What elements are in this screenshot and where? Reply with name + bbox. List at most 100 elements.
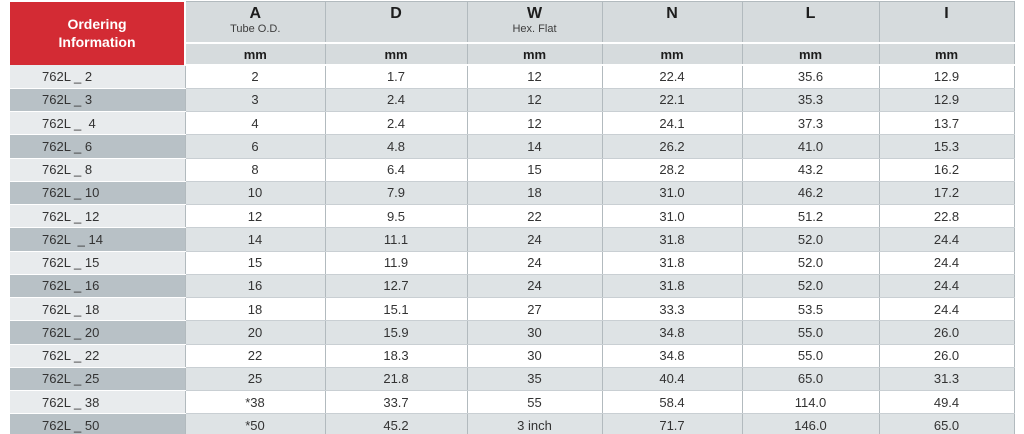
value-cell-a: 10 — [184, 181, 325, 206]
value-cell-a: 15 — [184, 251, 325, 275]
value-cell-l: 114.0 — [741, 390, 879, 415]
value-cell-l: 35.3 — [741, 88, 879, 113]
value-cell-i: 65.0 — [878, 413, 1015, 434]
column-letter-n: N — [666, 5, 678, 22]
column-sublabel-a: Tube O.D. — [230, 23, 281, 35]
value-cell-n: 31.0 — [601, 181, 742, 206]
value-cell-l: 55.0 — [741, 320, 879, 345]
value-cell-a: 3 — [184, 88, 325, 113]
value-cell-a: 25 — [184, 367, 325, 392]
table-row: 762L _ 14 14 11.1 24 31.8 52.0 24.4 — [10, 227, 1015, 252]
value-cell-w: 12 — [466, 65, 602, 89]
value-cell-w: 14 — [466, 134, 602, 159]
value-cell-a: 8 — [184, 158, 325, 182]
value-cell-d: 12.7 — [324, 274, 467, 299]
value-cell-i: 13.7 — [878, 111, 1015, 136]
column-header-i: I — [878, 1, 1015, 44]
unit-cell-d: mm — [324, 43, 467, 66]
value-cell-l: 52.0 — [741, 227, 879, 252]
part-number-cell: 762L _ 2 — [10, 65, 185, 89]
value-cell-n: 58.4 — [601, 390, 742, 415]
value-cell-l: 51.2 — [741, 204, 879, 229]
table-row: 762L _ 2 2 1.7 12 22.4 35.6 12.9 — [10, 65, 1015, 89]
value-cell-a: *38 — [184, 390, 325, 415]
value-cell-n: 40.4 — [601, 367, 742, 392]
part-number-cell: 762L _ 18 — [10, 297, 185, 322]
value-cell-d: 1.7 — [324, 65, 467, 89]
table-body: 762L _ 2 2 1.7 12 22.4 35.6 12.9 762L _ … — [10, 65, 1015, 434]
value-cell-n: 31.8 — [601, 251, 742, 275]
unit-cell-w: mm — [466, 43, 602, 66]
value-cell-d: 11.9 — [324, 251, 467, 275]
column-letter-w: W — [526, 5, 543, 22]
column-sublabel-w: Hex. Flat — [512, 23, 557, 35]
value-cell-l: 65.0 — [741, 367, 879, 392]
table-row: 762L _ 4 4 2.4 12 24.1 37.3 13.7 — [10, 111, 1015, 136]
table-row: 762L _ 25 25 21.8 35 40.4 65.0 31.3 — [10, 367, 1015, 392]
value-cell-l: 52.0 — [741, 274, 879, 299]
table-row: 762L _ 38 *38 33.7 55 58.4 114.0 49.4 — [10, 390, 1015, 415]
value-cell-d: 45.2 — [324, 413, 467, 434]
part-number-cell: 762L _ 8 — [10, 158, 185, 182]
value-cell-d: 9.5 — [324, 204, 467, 229]
value-cell-n: 34.8 — [601, 320, 742, 345]
value-cell-i: 49.4 — [878, 390, 1015, 415]
value-cell-w: 12 — [466, 88, 602, 113]
part-number-cell: 762L _ 4 — [10, 111, 185, 136]
table-row: 762L _ 3 3 2.4 12 22.1 35.3 12.9 — [10, 88, 1015, 113]
value-cell-d: 15.1 — [324, 297, 467, 322]
unit-cell-n: mm — [601, 43, 742, 66]
value-cell-d: 6.4 — [324, 158, 467, 182]
value-cell-l: 55.0 — [741, 344, 879, 368]
value-cell-w: 24 — [466, 274, 602, 299]
value-cell-n: 33.3 — [601, 297, 742, 322]
value-cell-w: 27 — [466, 297, 602, 322]
value-cell-l: 43.2 — [741, 158, 879, 182]
value-cell-n: 22.1 — [601, 88, 742, 113]
part-number-cell: 762L _ 10 — [10, 181, 185, 206]
value-cell-w: 15 — [466, 158, 602, 182]
unit-cell-a: mm — [184, 43, 325, 66]
column-letter-d: D — [390, 5, 402, 22]
table-row: 762L _ 22 22 18.3 30 34.8 55.0 26.0 — [10, 344, 1015, 368]
value-cell-a: 14 — [184, 227, 325, 252]
value-cell-a: 16 — [184, 274, 325, 299]
part-number-cell: 762L _ 25 — [10, 367, 185, 392]
value-cell-l: 35.6 — [741, 65, 879, 89]
value-cell-i: 15.3 — [878, 134, 1015, 159]
value-cell-a: 18 — [184, 297, 325, 322]
part-number-cell: 762L _ 6 — [10, 134, 185, 159]
part-number-cell: 762L _ 15 — [10, 251, 185, 275]
value-cell-d: 2.4 — [324, 88, 467, 113]
table-row: 762L _ 15 15 11.9 24 31.8 52.0 24.4 — [10, 251, 1015, 275]
column-header-a: A Tube O.D. — [184, 1, 325, 44]
table-row: 762L _ 12 12 9.5 22 31.0 51.2 22.8 — [10, 204, 1015, 229]
table-row: 762L _ 50 *50 45.2 3 inch 71.7 146.0 65.… — [10, 413, 1015, 434]
value-cell-d: 7.9 — [324, 181, 467, 206]
value-cell-n: 24.1 — [601, 111, 742, 136]
part-number-cell: 762L _ 12 — [10, 204, 185, 229]
value-cell-a: *50 — [184, 413, 325, 434]
header-row-letters: Ordering Information A Tube O.D. D W Hex… — [10, 1, 1015, 65]
part-number-cell: 762L _ 3 — [10, 88, 185, 113]
value-cell-w: 30 — [466, 320, 602, 345]
value-cell-i: 12.9 — [878, 88, 1015, 113]
part-number-cell: 762L _ 50 — [10, 413, 185, 434]
table-header: Ordering Information A Tube O.D. D W Hex… — [10, 1, 1015, 66]
part-number-cell: 762L _ 22 — [10, 344, 185, 368]
value-cell-n: 31.8 — [601, 274, 742, 299]
value-cell-d: 18.3 — [324, 344, 467, 368]
value-cell-w: 24 — [466, 227, 602, 252]
header-row-units: mm mm mm mm mm mm — [10, 43, 1015, 66]
value-cell-l: 52.0 — [741, 251, 879, 275]
value-cell-w: 35 — [466, 367, 602, 392]
value-cell-d: 2.4 — [324, 111, 467, 136]
table-row: 762L _ 20 20 15.9 30 34.8 55.0 26.0 — [10, 320, 1015, 345]
value-cell-i: 24.4 — [878, 227, 1015, 252]
value-cell-i: 24.4 — [878, 274, 1015, 299]
table-row: 762L _ 18 18 15.1 27 33.3 53.5 24.4 — [10, 297, 1015, 322]
value-cell-w: 3 inch — [466, 413, 602, 434]
value-cell-a: 2 — [184, 65, 325, 89]
value-cell-n: 31.8 — [601, 227, 742, 252]
